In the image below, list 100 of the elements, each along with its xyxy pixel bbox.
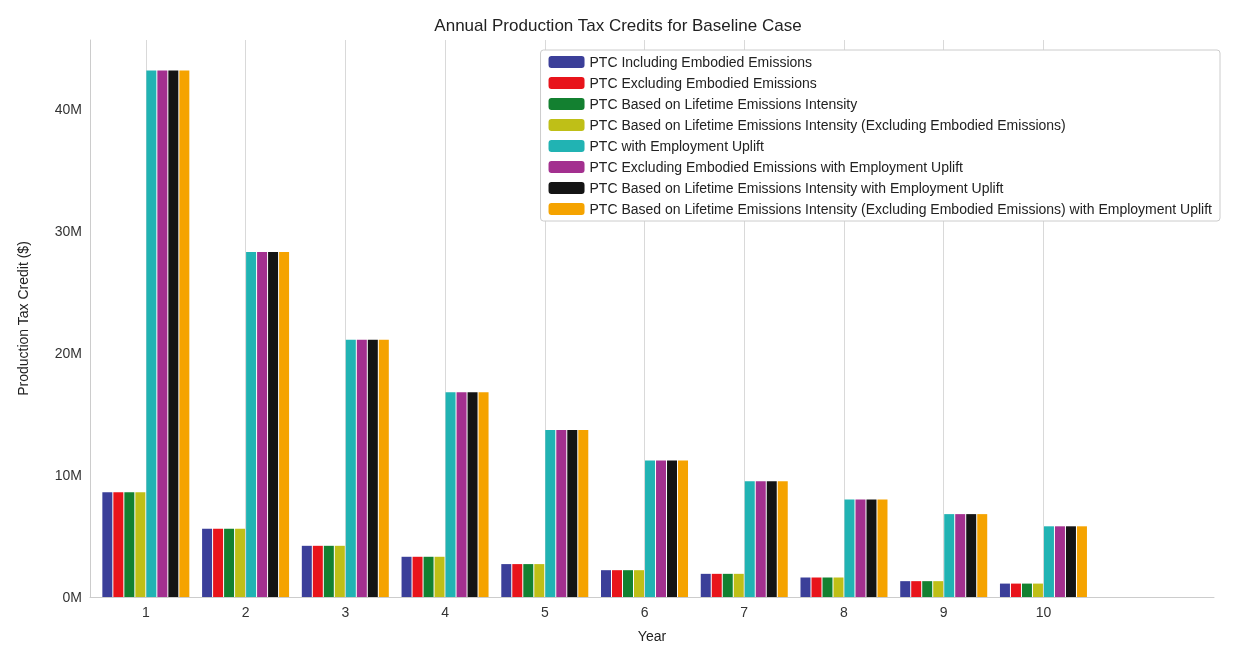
legend-label: PTC Including Embodied Emissions xyxy=(589,54,813,70)
bar xyxy=(1032,583,1043,597)
x-axis-title: Year xyxy=(637,628,667,644)
bar xyxy=(1076,526,1087,597)
bar xyxy=(168,70,179,597)
bar xyxy=(1010,583,1021,597)
bar xyxy=(268,252,279,597)
bar xyxy=(612,570,623,597)
bar xyxy=(966,514,977,597)
x-tick-label: 8 xyxy=(840,604,849,620)
bar xyxy=(146,70,157,597)
bar xyxy=(124,492,135,597)
bar xyxy=(811,577,822,597)
bar xyxy=(744,481,755,597)
x-tick-label: 6 xyxy=(640,604,649,620)
legend-label: PTC Based on Lifetime Emissions Intensity (Excluding Embodied Emissions) xyxy=(589,117,1066,133)
bar xyxy=(822,577,833,597)
bar xyxy=(113,492,124,597)
bar xyxy=(257,252,268,597)
bar xyxy=(246,252,257,597)
bar xyxy=(478,392,489,597)
bar xyxy=(911,581,922,597)
legend-label: PTC Excluding Embodied Emissions xyxy=(589,75,817,91)
bar xyxy=(445,392,456,597)
bar xyxy=(623,570,634,597)
y-tick-label: 0M xyxy=(62,589,82,605)
bar xyxy=(367,339,378,597)
bar xyxy=(1054,526,1065,597)
bar xyxy=(213,528,224,597)
bar xyxy=(955,514,966,597)
bar xyxy=(556,430,567,597)
bar xyxy=(601,570,612,597)
bar xyxy=(456,392,467,597)
bar xyxy=(656,460,667,597)
legend-label: PTC Based on Lifetime Emissions Intensity xyxy=(589,96,858,112)
y-tick-label: 40M xyxy=(54,101,82,118)
bar xyxy=(512,564,523,597)
bar xyxy=(578,430,589,597)
x-tick-label: 2 xyxy=(241,604,250,620)
legend-label: PTC Excluding Embodied Emissions with Employment Uplift xyxy=(589,159,964,175)
bar xyxy=(700,573,711,597)
legend-label: PTC Based on Lifetime Emissions Intensity with Employment Uplift xyxy=(589,180,1004,196)
bar xyxy=(833,577,844,597)
bar xyxy=(224,528,235,597)
x-tick-label: 4 xyxy=(441,604,450,620)
bar xyxy=(279,252,290,597)
bar xyxy=(157,70,168,597)
x-tick-label: 9 xyxy=(939,604,948,620)
y-tick-label: 20M xyxy=(54,345,82,362)
bar xyxy=(501,564,512,597)
bar xyxy=(1021,583,1032,597)
bar xyxy=(434,556,445,597)
x-tick-label: 3 xyxy=(341,604,350,620)
bar xyxy=(999,583,1010,597)
bar xyxy=(545,430,556,597)
y-tick-label: 30M xyxy=(54,223,82,240)
bar xyxy=(102,492,113,597)
bar xyxy=(766,481,777,597)
bar xyxy=(534,564,545,597)
bar xyxy=(378,339,389,597)
bar xyxy=(401,556,412,597)
bar xyxy=(866,499,877,597)
y-axis-title: Production Tax Credit ($) xyxy=(15,241,31,396)
legend-label: PTC Based on Lifetime Emissions Intensity (Excluding Embodied Emissions) with Employment Uplift xyxy=(589,201,1213,217)
x-tick-label: 5 xyxy=(540,604,549,620)
bar xyxy=(423,556,434,597)
bar xyxy=(135,492,146,597)
bar xyxy=(467,392,478,597)
bar xyxy=(334,545,345,597)
x-tick-label: 7 xyxy=(740,604,749,620)
bar xyxy=(977,514,988,597)
bar xyxy=(667,460,678,597)
bar xyxy=(733,573,744,597)
bar xyxy=(900,581,911,597)
bar xyxy=(855,499,866,597)
bar xyxy=(755,481,766,597)
bar xyxy=(1043,526,1054,597)
bar xyxy=(645,460,656,597)
y-tick-label: 10M xyxy=(54,467,82,484)
bar xyxy=(356,339,367,597)
bar xyxy=(922,581,933,597)
bar xyxy=(844,499,855,597)
chart-title: Annual Production Tax Credits for Baseline Case xyxy=(434,16,802,35)
x-tick-label: 10 xyxy=(1035,604,1052,620)
bar xyxy=(345,339,356,597)
bar xyxy=(312,545,323,597)
bar xyxy=(800,577,811,597)
bar xyxy=(412,556,423,597)
bar xyxy=(1065,526,1076,597)
legend-label: PTC with Employment Uplift xyxy=(589,138,764,154)
bar xyxy=(323,545,334,597)
bar xyxy=(944,514,955,597)
bar xyxy=(678,460,689,597)
bar xyxy=(634,570,645,597)
bar xyxy=(202,528,213,597)
bar xyxy=(301,545,312,597)
bar xyxy=(235,528,246,597)
bar xyxy=(567,430,578,597)
bar xyxy=(179,70,190,597)
bar xyxy=(777,481,788,597)
